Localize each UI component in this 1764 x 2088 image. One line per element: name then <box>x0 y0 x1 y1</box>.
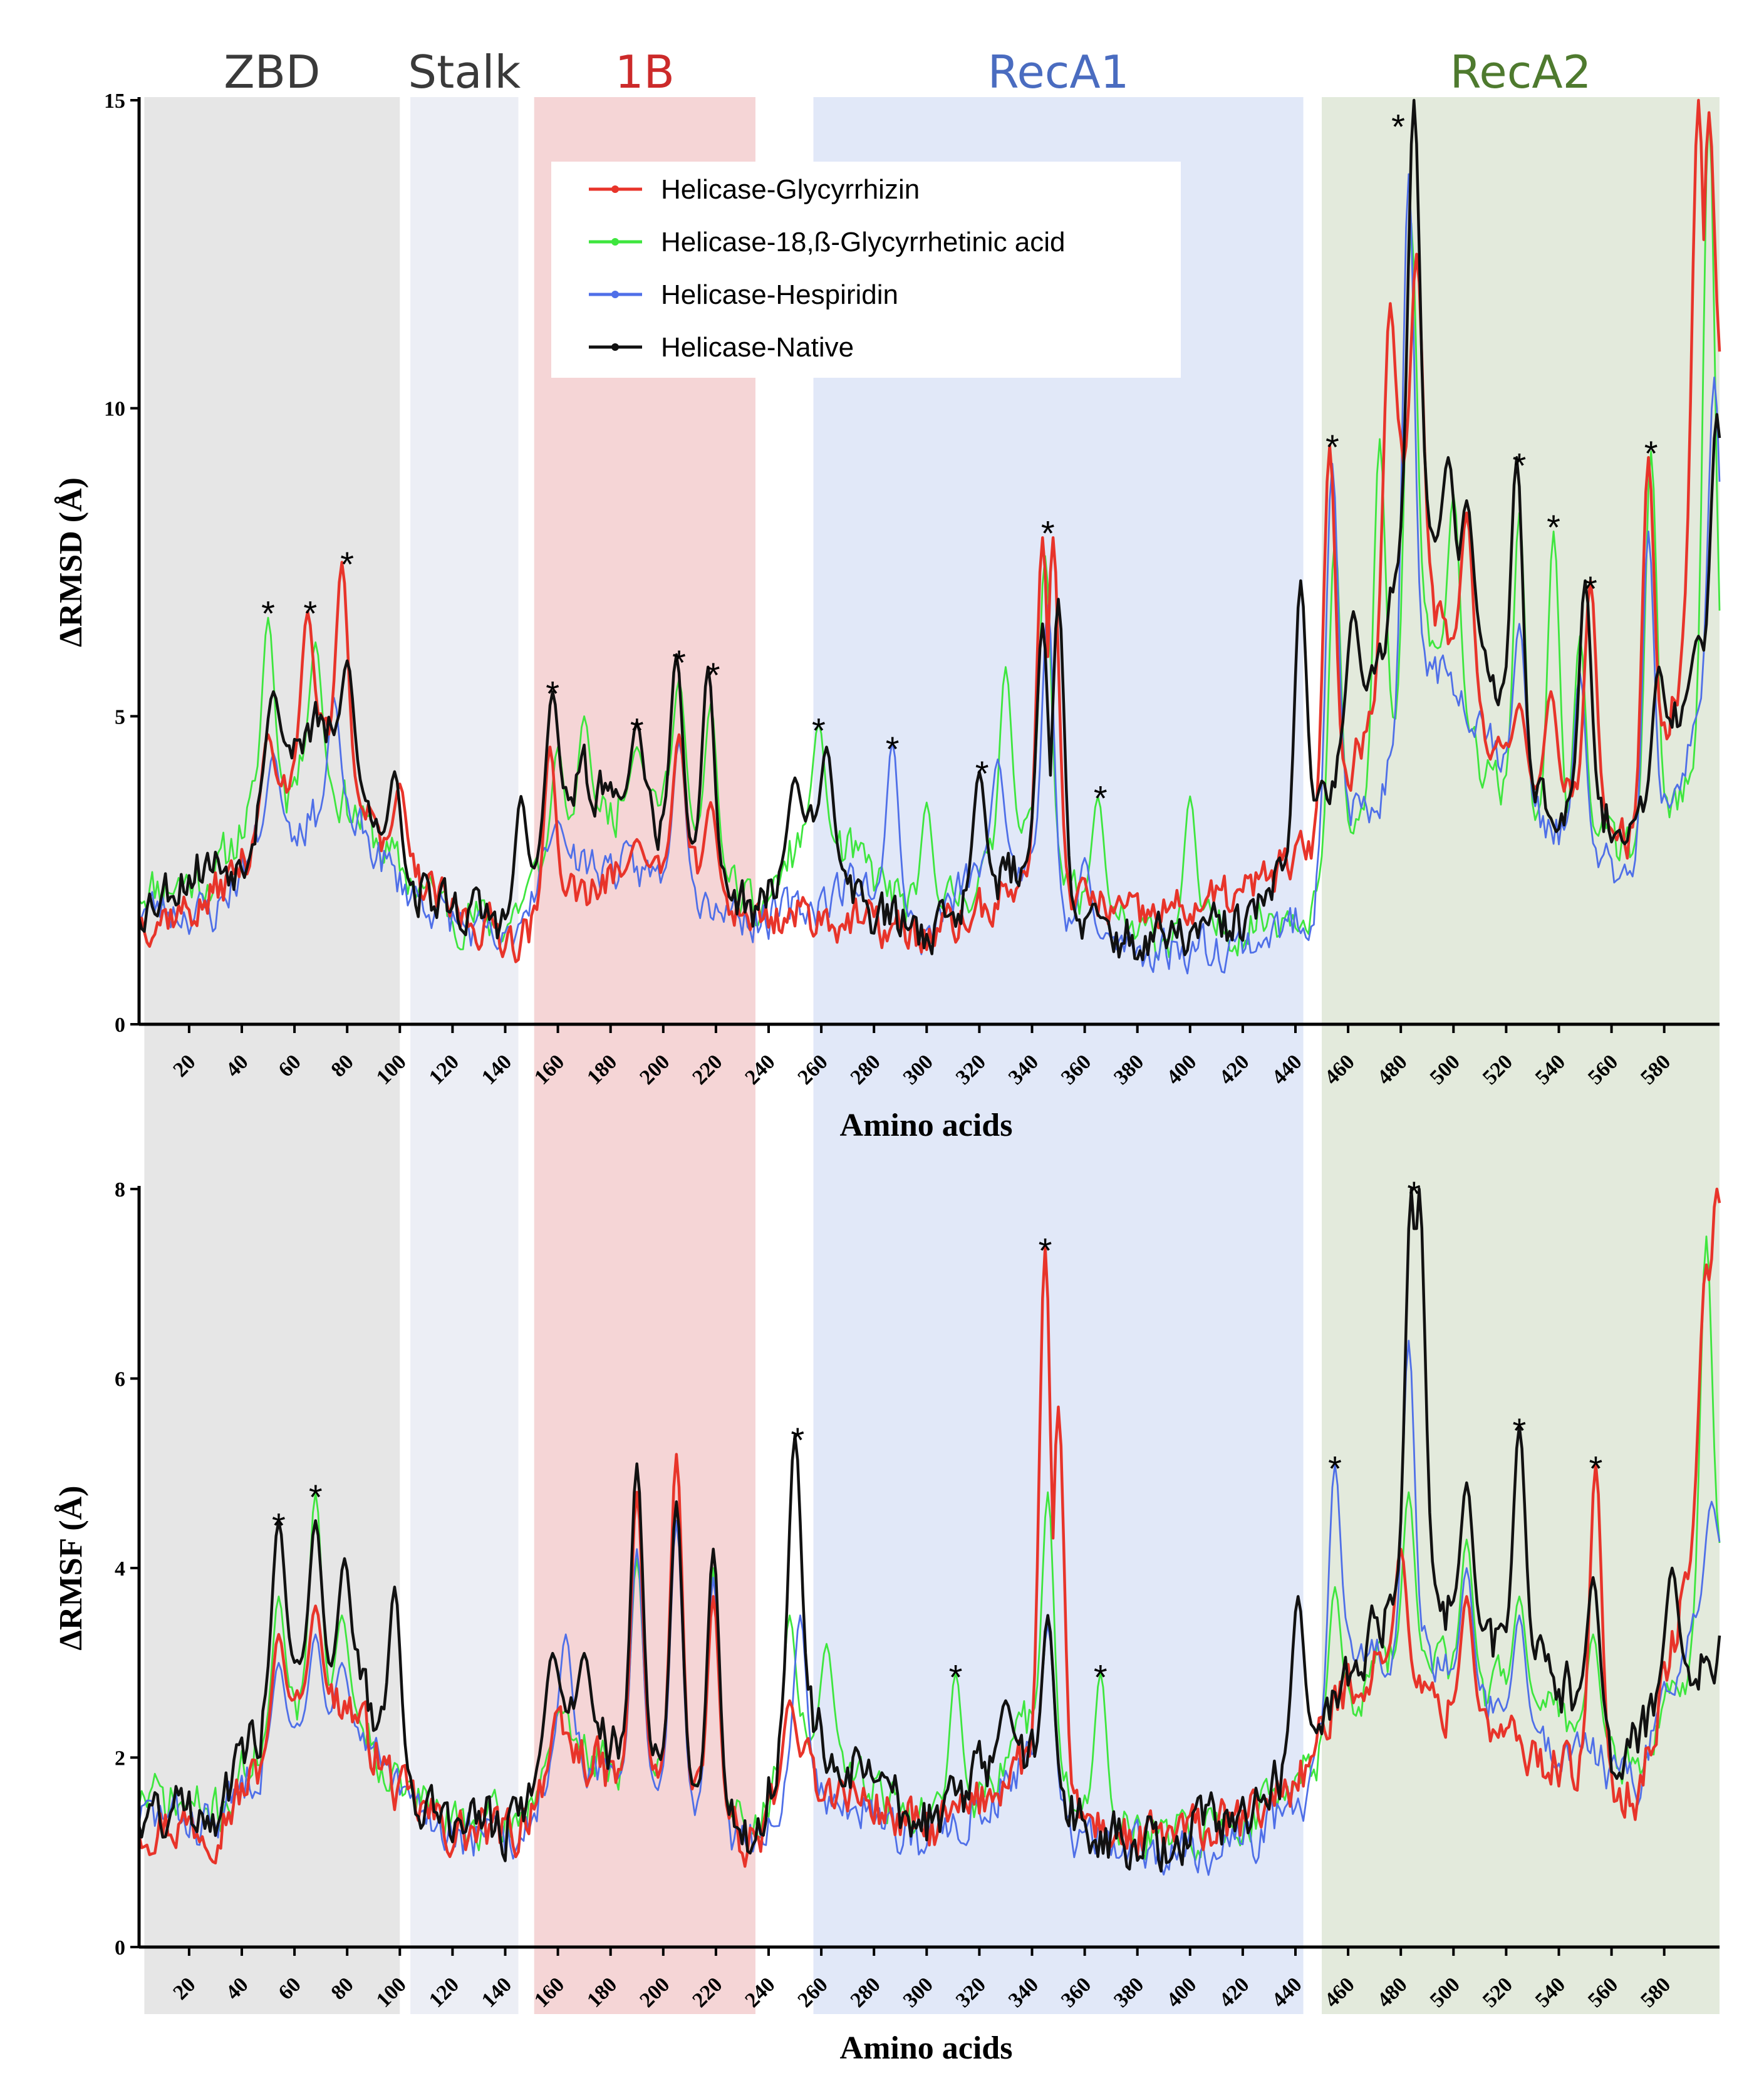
significance-marker: * <box>1589 1449 1602 1488</box>
legend-marker-glycyrrhizin <box>611 185 619 193</box>
significance-marker: * <box>707 655 720 695</box>
significance-marker: * <box>886 729 900 769</box>
significance-marker: * <box>303 594 317 633</box>
domain-band-stalk <box>410 97 519 2014</box>
significance-marker: * <box>1391 107 1405 147</box>
significance-marker: * <box>261 594 275 633</box>
significance-marker: * <box>340 544 354 584</box>
y-tick-label-rmsf: 6 <box>115 1368 125 1391</box>
legend-marker-hespiridin <box>611 291 619 298</box>
y-axis-title-rmsd: ΔRMSD (Å) <box>53 477 89 647</box>
domain-labels: ZBD Stalk 1B RecA1 RecA2 <box>224 46 1591 98</box>
significance-marker: * <box>1584 569 1597 608</box>
legend-label-glycyrrhizin: Helicase-Glycyrrhizin <box>661 174 920 205</box>
legend-marker-glycyrrhetinic <box>611 238 619 246</box>
significance-marker: * <box>791 1420 804 1460</box>
domain-bands <box>144 97 1720 2014</box>
significance-marker: * <box>1094 1657 1108 1696</box>
significance-marker: * <box>1513 1411 1527 1450</box>
significance-marker: * <box>1547 507 1560 547</box>
legend-box <box>551 162 1181 378</box>
significance-marker: * <box>1644 434 1658 473</box>
significance-marker: * <box>1513 446 1527 486</box>
significance-marker: * <box>1328 1449 1342 1488</box>
significance-marker: * <box>546 673 559 713</box>
domain-label-zbd: ZBD <box>224 46 320 98</box>
series-line-glycyrrhizin-rmsd <box>137 98 1721 963</box>
domain-label-reca2: RecA2 <box>1450 46 1592 98</box>
significance-marker: * <box>1407 1174 1421 1213</box>
significance-marker: * <box>309 1477 323 1517</box>
x-axis-title-rmsd: Amino acids <box>840 1108 1013 1143</box>
series-line-native-rmsf <box>137 1187 1721 1873</box>
y-tick-label-rmsf: 2 <box>115 1747 125 1770</box>
y-tick-label-rmsd: 0 <box>115 1014 125 1037</box>
significance-marker: * <box>949 1657 963 1696</box>
significance-marker: * <box>1326 427 1339 467</box>
series-line-native-rmsd <box>137 98 1721 962</box>
y-tick-label-rmsf: 4 <box>115 1557 125 1581</box>
significance-marker: * <box>812 710 826 750</box>
series-line-glycyrrhizin-rmsf <box>137 1187 1721 1868</box>
x-axis-title-rmsf: Amino acids <box>840 2030 1013 2066</box>
legend: Helicase-Glycyrrhizin Helicase-18,ß-Glycy… <box>551 162 1181 378</box>
domain-label-stalk: Stalk <box>408 46 521 98</box>
domain-label-b1: 1B <box>615 46 675 98</box>
y-tick-label-rmsf: 8 <box>115 1178 125 1202</box>
domain-band-reca2 <box>1322 97 1720 2014</box>
legend-label-glycyrrhetinic: Helicase-18,ß-Glycyrrhetinic acid <box>661 227 1066 257</box>
significance-marker: * <box>630 710 644 750</box>
significance-marker: * <box>1041 514 1055 553</box>
significance-marker: * <box>672 643 686 682</box>
significance-marker: * <box>1094 779 1108 818</box>
y-tick-label-rmsf: 0 <box>115 1936 125 1960</box>
domain-band-reca1 <box>813 97 1304 2014</box>
significance-marker: * <box>975 754 989 793</box>
series-line-hespiridin-rmsd <box>139 173 1721 975</box>
legend-marker-native <box>611 343 619 351</box>
legend-label-hespiridin: Helicase-Hespiridin <box>661 279 898 310</box>
series-line-glycyrrhetinic-rmsd <box>138 112 1721 960</box>
y-tick-label-rmsd: 5 <box>115 705 125 729</box>
y-axis-title-rmsf: ΔRMSF (Å) <box>53 1485 89 1650</box>
domain-label-reca1: RecA1 <box>988 46 1129 98</box>
y-tick-label-rmsd: 10 <box>104 398 125 421</box>
significance-marker: * <box>272 1505 286 1545</box>
y-tick-label-rmsd: 15 <box>104 90 125 113</box>
significance-marker: * <box>1039 1231 1052 1270</box>
legend-label-native: Helicase-Native <box>661 332 854 363</box>
